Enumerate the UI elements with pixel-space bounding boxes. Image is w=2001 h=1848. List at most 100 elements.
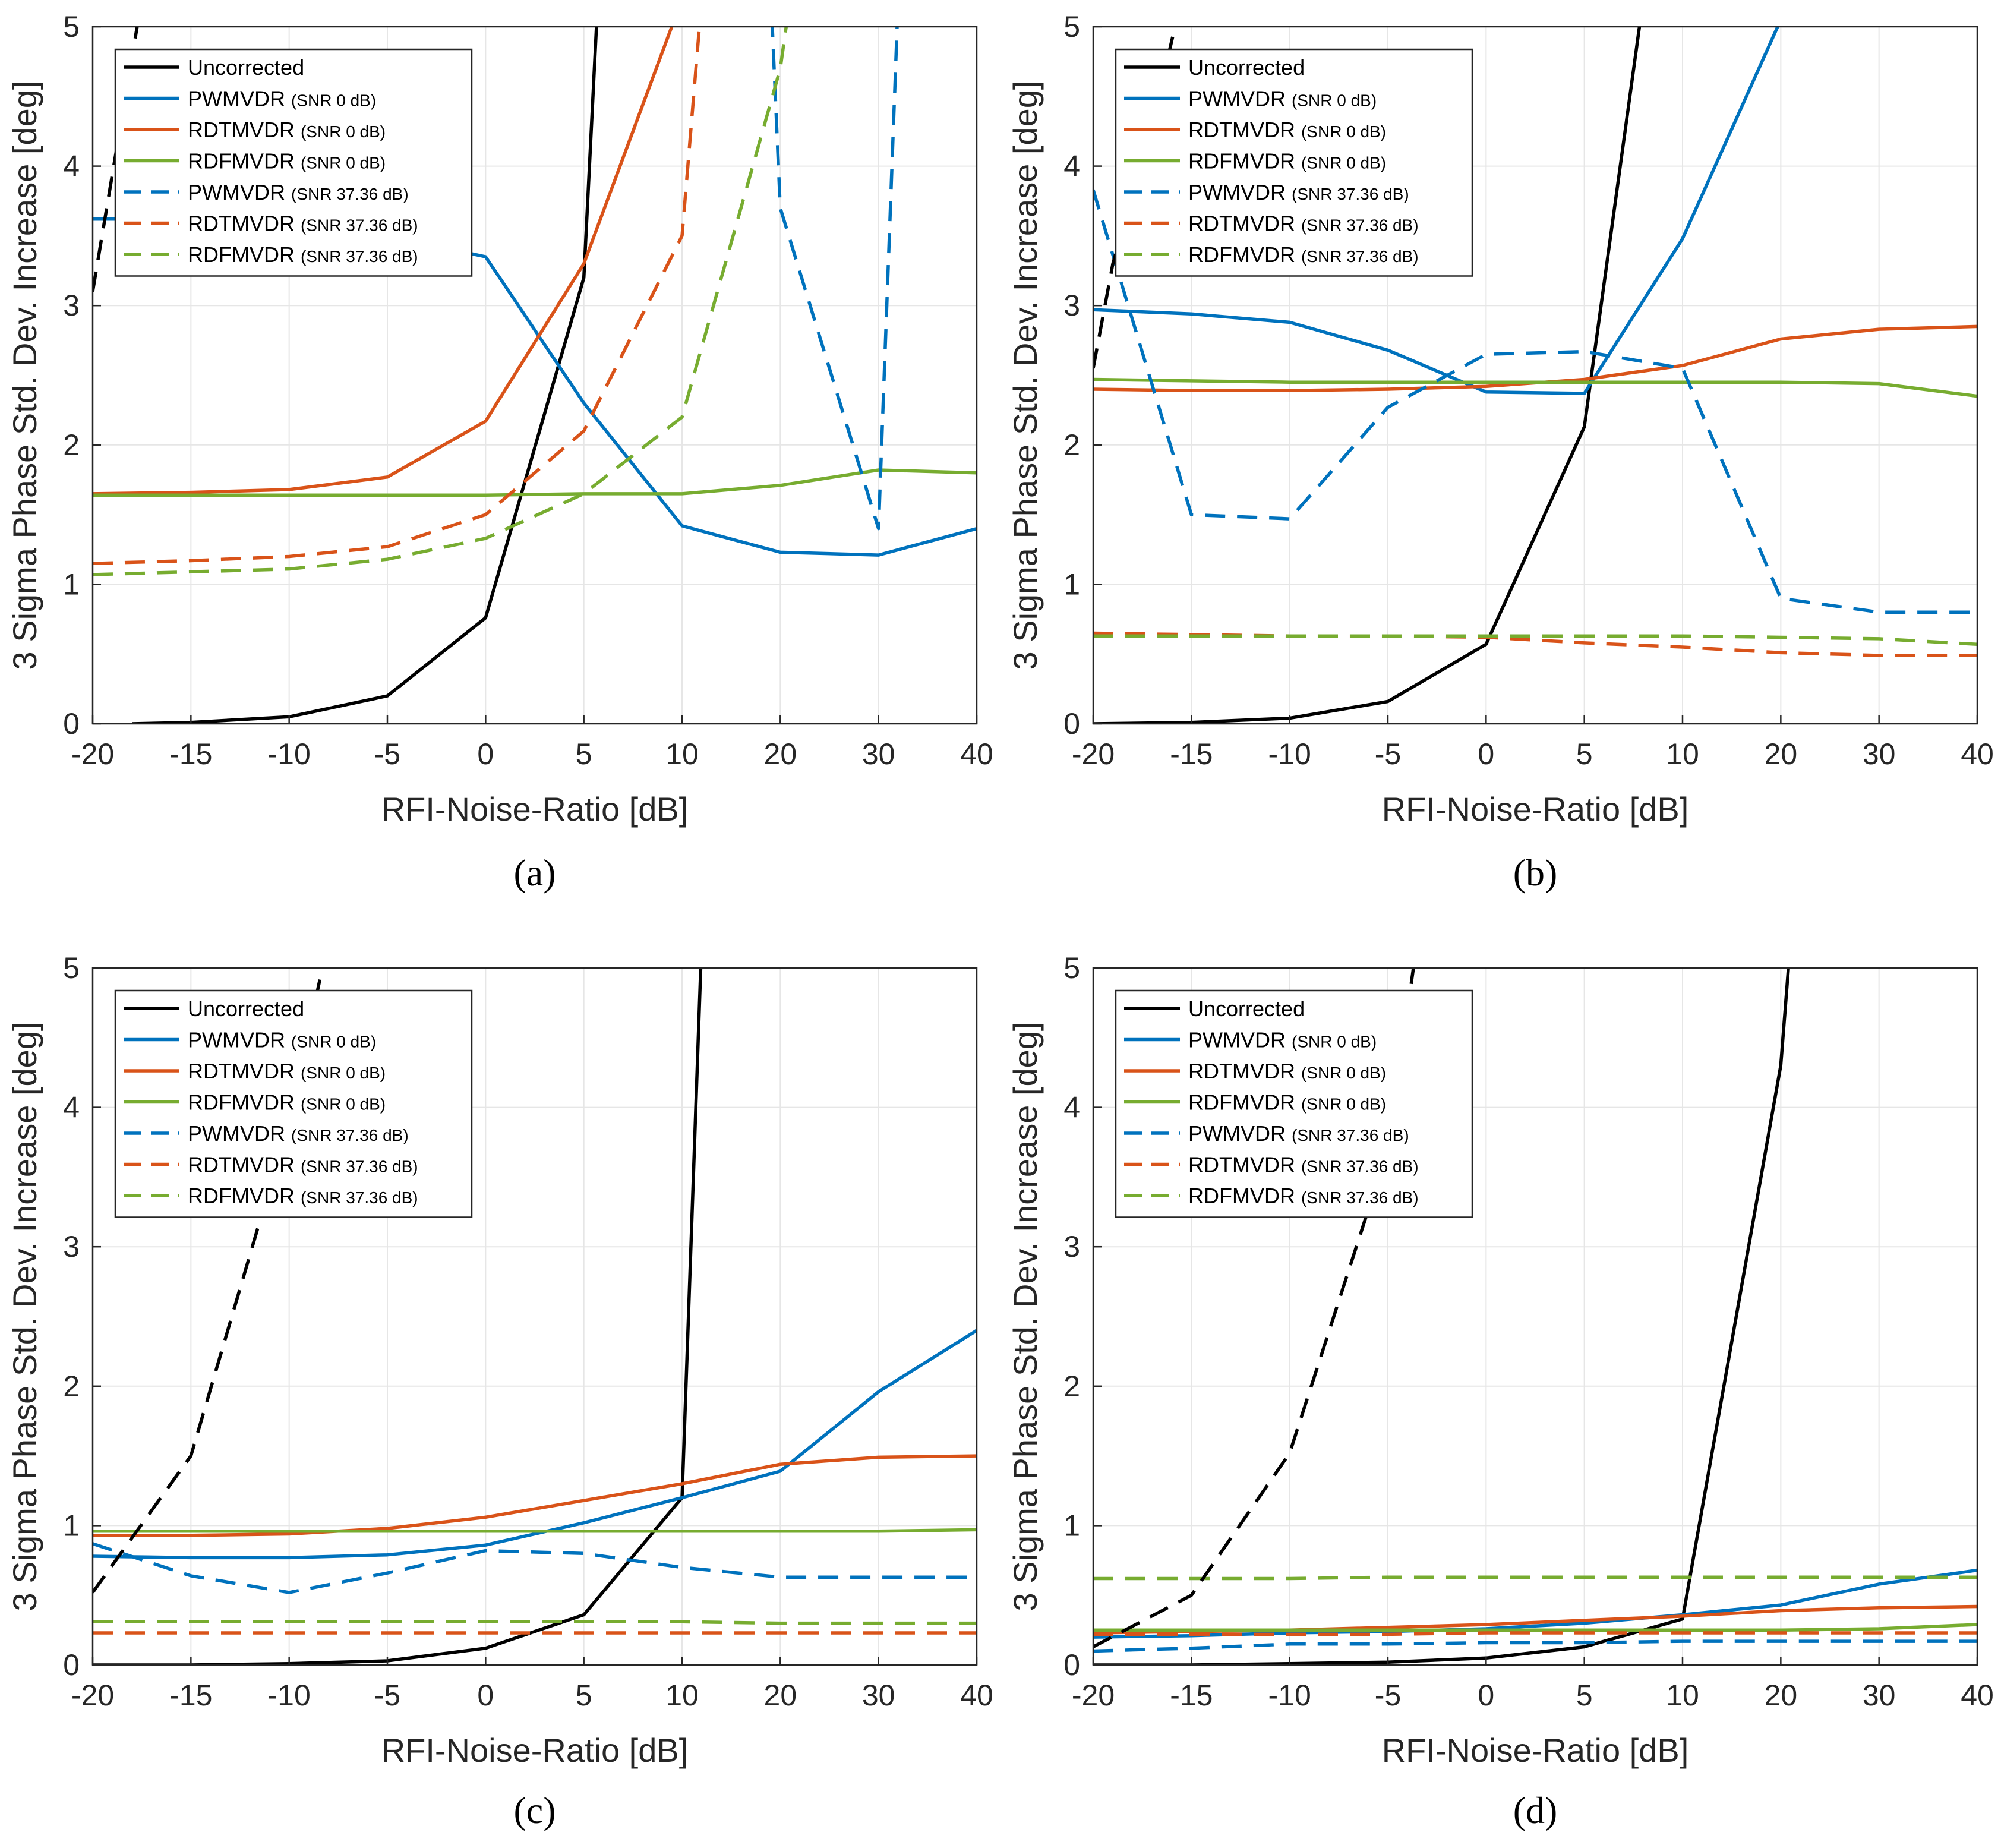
- legend-entry-name: RDTMVDR: [1188, 118, 1295, 142]
- legend-entry: Uncorrected: [1188, 996, 1305, 1021]
- series-line-rdfmvdr-dashed: [1093, 1575, 1977, 1581]
- legend-entry-name: PWMVDR: [188, 87, 285, 111]
- legend-entry-name: RDFMVDR: [188, 242, 295, 267]
- x-tick-label: 0: [477, 1679, 494, 1712]
- series-line-uncorrected-dashed: [1093, 968, 1415, 1648]
- chart-panel-a: -20 -15 -10 -5 0 5 10 20 30 40 0 1 2 3 4 5 RFI-Noise-Rat…: [6, 10, 993, 894]
- x-tick-label: 5: [1576, 737, 1593, 771]
- legend-entry: RDTMVDR (SNR 0 dB): [1188, 1059, 1386, 1083]
- y-tick-label: 0: [1063, 707, 1080, 740]
- legend-entry: PWMVDR (SNR 37.36 dB): [1188, 1121, 1409, 1146]
- legend-entry-name: PWMVDR: [1188, 1028, 1286, 1052]
- y-axis-label: 3 Sigma Phase Std. Dev. Increase [deg]: [6, 81, 43, 670]
- x-tick-label: -10: [1268, 737, 1311, 771]
- x-tick-label: 5: [576, 1679, 592, 1712]
- y-tick-label: 5: [63, 10, 80, 43]
- y-tick-label: 4: [1063, 150, 1080, 183]
- x-tick-label: -20: [1072, 1679, 1115, 1712]
- y-tick-label: 5: [63, 951, 80, 985]
- x-tick-label: 40: [1961, 1679, 1994, 1712]
- chart-panel-b: -20 -15 -10 -5 0 5 10 20 30 40 0 1 2 3 4 5 RFI-Noise-Rat…: [1006, 10, 1994, 894]
- legend-entry-snr: (SNR 0 dB): [301, 122, 386, 141]
- legend-entry-snr: (SNR 0 dB): [1292, 1033, 1377, 1051]
- legend-entry-name: Uncorrected: [188, 55, 304, 80]
- x-tick-label: -15: [169, 1679, 212, 1712]
- x-tick-label: 10: [1666, 1679, 1699, 1712]
- x-tick-label: -15: [169, 737, 212, 771]
- legend-entry-name: PWMVDR: [188, 1121, 285, 1146]
- y-tick-label: 5: [1063, 10, 1080, 43]
- legend-entry: RDFMVDR (SNR 0 dB): [188, 1090, 386, 1115]
- legend-entry: RDFMVDR (SNR 37.36 dB): [188, 242, 418, 267]
- legend-box: [114, 48, 473, 277]
- series-line-rdfmvdr-solid: [93, 1528, 977, 1533]
- panel-caption: (d): [1513, 1789, 1558, 1831]
- x-tick-label: 10: [1666, 737, 1699, 771]
- legend-entry-name: PWMVDR: [1188, 87, 1286, 111]
- x-tick-label: 5: [1576, 1679, 1593, 1712]
- x-tick-label: -15: [1170, 1679, 1213, 1712]
- panel-caption: (a): [513, 852, 556, 894]
- legend: Uncorrected PWMVDR (SNR 0 dB) RDTMVDR (SNR 0…: [114, 989, 473, 1218]
- legend-entry: RDTMVDR (SNR 0 dB): [1188, 118, 1386, 142]
- x-tick-label: 0: [1478, 1679, 1494, 1712]
- legend-entry-snr: (SNR 0 dB): [291, 92, 376, 110]
- legend-entry-name: RDTMVDR: [1188, 212, 1295, 236]
- series-line-pwmvdr-solid: [1093, 27, 1780, 395]
- legend-entry: RDFMVDR (SNR 0 dB): [1188, 1090, 1386, 1115]
- legend-entry: PWMVDR (SNR 37.36 dB): [188, 180, 409, 204]
- y-tick-label: 3: [1063, 1230, 1080, 1263]
- x-tick-label: 20: [1765, 737, 1798, 771]
- legend-entry-snr: (SNR 37.36 dB): [1301, 247, 1419, 266]
- panel-caption: (b): [1513, 852, 1558, 894]
- x-axis-label: RFI-Noise-Ratio [dB]: [381, 790, 689, 828]
- x-tick-label: 30: [862, 737, 895, 771]
- series-line-rdfmvdr-dashed: [1093, 634, 1977, 647]
- legend-entry-snr: (SNR 0 dB): [1301, 1064, 1386, 1082]
- y-tick-label: 2: [63, 428, 80, 462]
- series-line-pwmvdr-dashed: [1093, 189, 1977, 614]
- legend-entry-snr: (SNR 37.36 dB): [1292, 1126, 1409, 1144]
- panel-caption: (c): [513, 1789, 556, 1831]
- x-tick-label: 20: [764, 737, 797, 771]
- legend-entry-snr: (SNR 0 dB): [1301, 1095, 1386, 1114]
- y-tick-label: 1: [63, 1509, 80, 1542]
- x-tick-label: -10: [268, 737, 311, 771]
- legend-entry-name: RDTMVDR: [188, 212, 295, 236]
- legend: Uncorrected PWMVDR (SNR 0 dB) RDTMVDR (SNR 0…: [1115, 48, 1473, 277]
- legend: Uncorrected PWMVDR (SNR 0 dB) RDTMVDR (SNR 0…: [114, 48, 473, 277]
- legend-entry-snr: (SNR 37.36 dB): [301, 1158, 418, 1176]
- x-tick-label: -20: [71, 1679, 114, 1712]
- legend-entry-name: PWMVDR: [1188, 1121, 1286, 1146]
- x-tick-label: 40: [1961, 737, 1994, 771]
- legend-entry-name: PWMVDR: [188, 1028, 285, 1052]
- legend-entry: RDTMVDR (SNR 0 dB): [188, 118, 386, 142]
- series-line-rdfmvdr-solid: [1093, 377, 1977, 398]
- legend-entry-snr: (SNR 0 dB): [1301, 154, 1386, 172]
- x-tick-label: -15: [1170, 737, 1213, 771]
- legend-entry-name: PWMVDR: [188, 180, 285, 204]
- x-tick-label: 30: [862, 1679, 895, 1712]
- legend-entry: RDTMVDR (SNR 0 dB): [188, 1059, 386, 1083]
- legend-entry: RDFMVDR (SNR 0 dB): [1188, 149, 1386, 174]
- x-tick-label: -5: [374, 1679, 400, 1712]
- legend-entry-snr: (SNR 0 dB): [291, 1033, 376, 1051]
- legend-box: [114, 989, 473, 1218]
- legend-entry-snr: (SNR 37.36 dB): [1301, 216, 1419, 235]
- legend-entry-snr: (SNR 37.36 dB): [301, 216, 418, 235]
- y-tick-label: 5: [1063, 951, 1080, 985]
- legend-entry-snr: (SNR 0 dB): [301, 1064, 386, 1082]
- legend-entry-snr: (SNR 0 dB): [1292, 92, 1377, 110]
- legend-box: [1115, 48, 1473, 277]
- series-line-rdfmvdr-solid: [93, 468, 977, 497]
- legend-entry: Uncorrected: [188, 55, 304, 80]
- legend-entry: PWMVDR (SNR 0 dB): [1188, 1028, 1377, 1052]
- series-line-pwmvdr-dashed: [771, 27, 899, 531]
- legend-entry: RDTMVDR (SNR 37.36 dB): [188, 1153, 418, 1177]
- x-tick-label: 10: [665, 737, 699, 771]
- legend-entry-name: RDTMVDR: [188, 118, 295, 142]
- legend: Uncorrected PWMVDR (SNR 0 dB) RDTMVDR (SNR 0…: [1115, 989, 1473, 1218]
- axes-box: [91, 26, 978, 725]
- y-axis-label: 3 Sigma Phase Std. Dev. Increase [deg]: [1006, 81, 1044, 670]
